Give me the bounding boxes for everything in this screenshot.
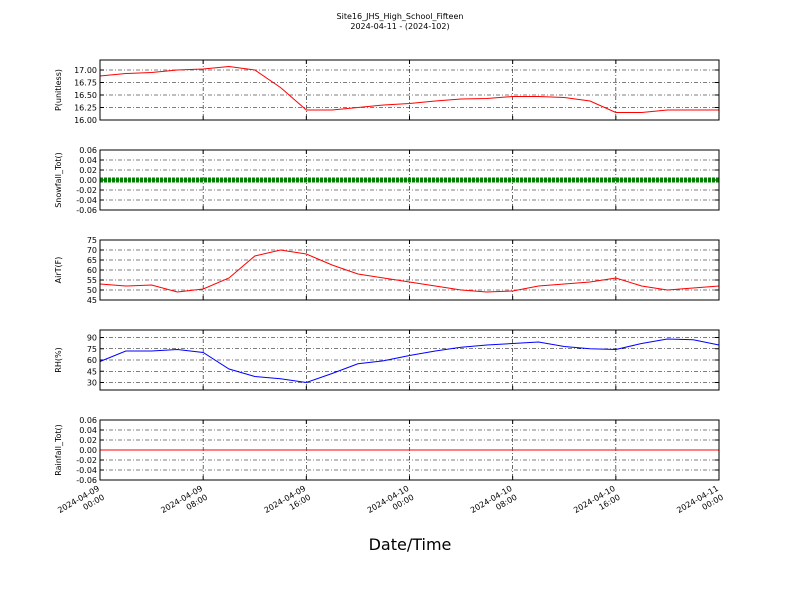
y-tick-label: 0.00: [79, 446, 97, 455]
data-line: [99, 338, 720, 384]
y-tick-label: 16.75: [74, 79, 97, 88]
data-line: [99, 65, 719, 113]
y-axis-label: RH(%): [54, 347, 63, 372]
y-tick-label: 45: [87, 296, 97, 305]
y-tick-label: 30: [87, 379, 97, 388]
y-tick-label: 0.06: [79, 146, 97, 155]
y-tick-label: 17.00: [74, 66, 97, 75]
y-tick-label: 60: [87, 356, 97, 365]
y-tick-label: 65: [87, 256, 97, 265]
x-tick-label: 2024-04-1100:00: [675, 484, 725, 524]
chart-subtitle: 2024-04-11 - (2024-102): [350, 22, 449, 31]
x-tick-label: 2024-04-0908:00: [159, 484, 209, 524]
plot-frame: [99, 419, 720, 481]
y-tick-label: 0.00: [79, 176, 97, 185]
y-tick-label: -0.02: [76, 456, 97, 465]
x-axis-label: Date/Time: [369, 535, 452, 554]
x-tick-label: 2024-04-1008:00: [469, 484, 519, 524]
y-tick-label: 50: [87, 286, 97, 295]
y-tick-label: -0.06: [76, 476, 97, 485]
y-tick-label: 16.25: [74, 104, 97, 113]
y-tick-label: 60: [87, 266, 97, 275]
y-tick-label: 0.06: [79, 416, 97, 425]
y-tick-label: 90: [87, 334, 97, 343]
y-tick-label: -0.04: [76, 196, 97, 205]
x-tick-label: 2024-04-0900:00: [56, 484, 106, 524]
y-tick-label: 75: [87, 236, 97, 245]
y-tick-label: 0.02: [79, 436, 97, 445]
y-tick-label: 70: [87, 246, 97, 255]
y-tick-label: 45: [87, 367, 97, 376]
y-axis-label: P(unitless): [54, 69, 63, 111]
x-tick-label: 2024-04-1000:00: [366, 484, 416, 524]
y-tick-label: -0.04: [76, 466, 97, 475]
y-tick-label: 0.04: [79, 426, 97, 435]
plot-frame: [99, 149, 720, 211]
y-tick-label: 16.00: [74, 116, 97, 125]
plot-frame: [99, 59, 720, 121]
chart-title: Site16_JHS_High_School_Fifteen: [337, 12, 464, 21]
y-axis-label: AirT(F): [54, 257, 63, 284]
y-tick-label: 75: [87, 345, 97, 354]
x-tick-label: 2024-04-1016:00: [572, 484, 622, 524]
y-tick-label: -0.06: [76, 206, 97, 215]
y-tick-label: 55: [87, 276, 97, 285]
plot-frame: [99, 239, 720, 301]
y-axis-label: Snowfall_Tot(): [54, 152, 63, 208]
y-axis-label: Rainfall_Tot(): [54, 424, 63, 476]
data-line: [99, 249, 720, 293]
plot-frame: [99, 329, 720, 391]
y-tick-label: 0.04: [79, 156, 97, 165]
y-tick-label: 0.02: [79, 166, 97, 175]
y-tick-label: 16.50: [74, 91, 97, 100]
y-tick-label: -0.02: [76, 186, 97, 195]
x-tick-label: 2024-04-0916:00: [263, 484, 313, 524]
